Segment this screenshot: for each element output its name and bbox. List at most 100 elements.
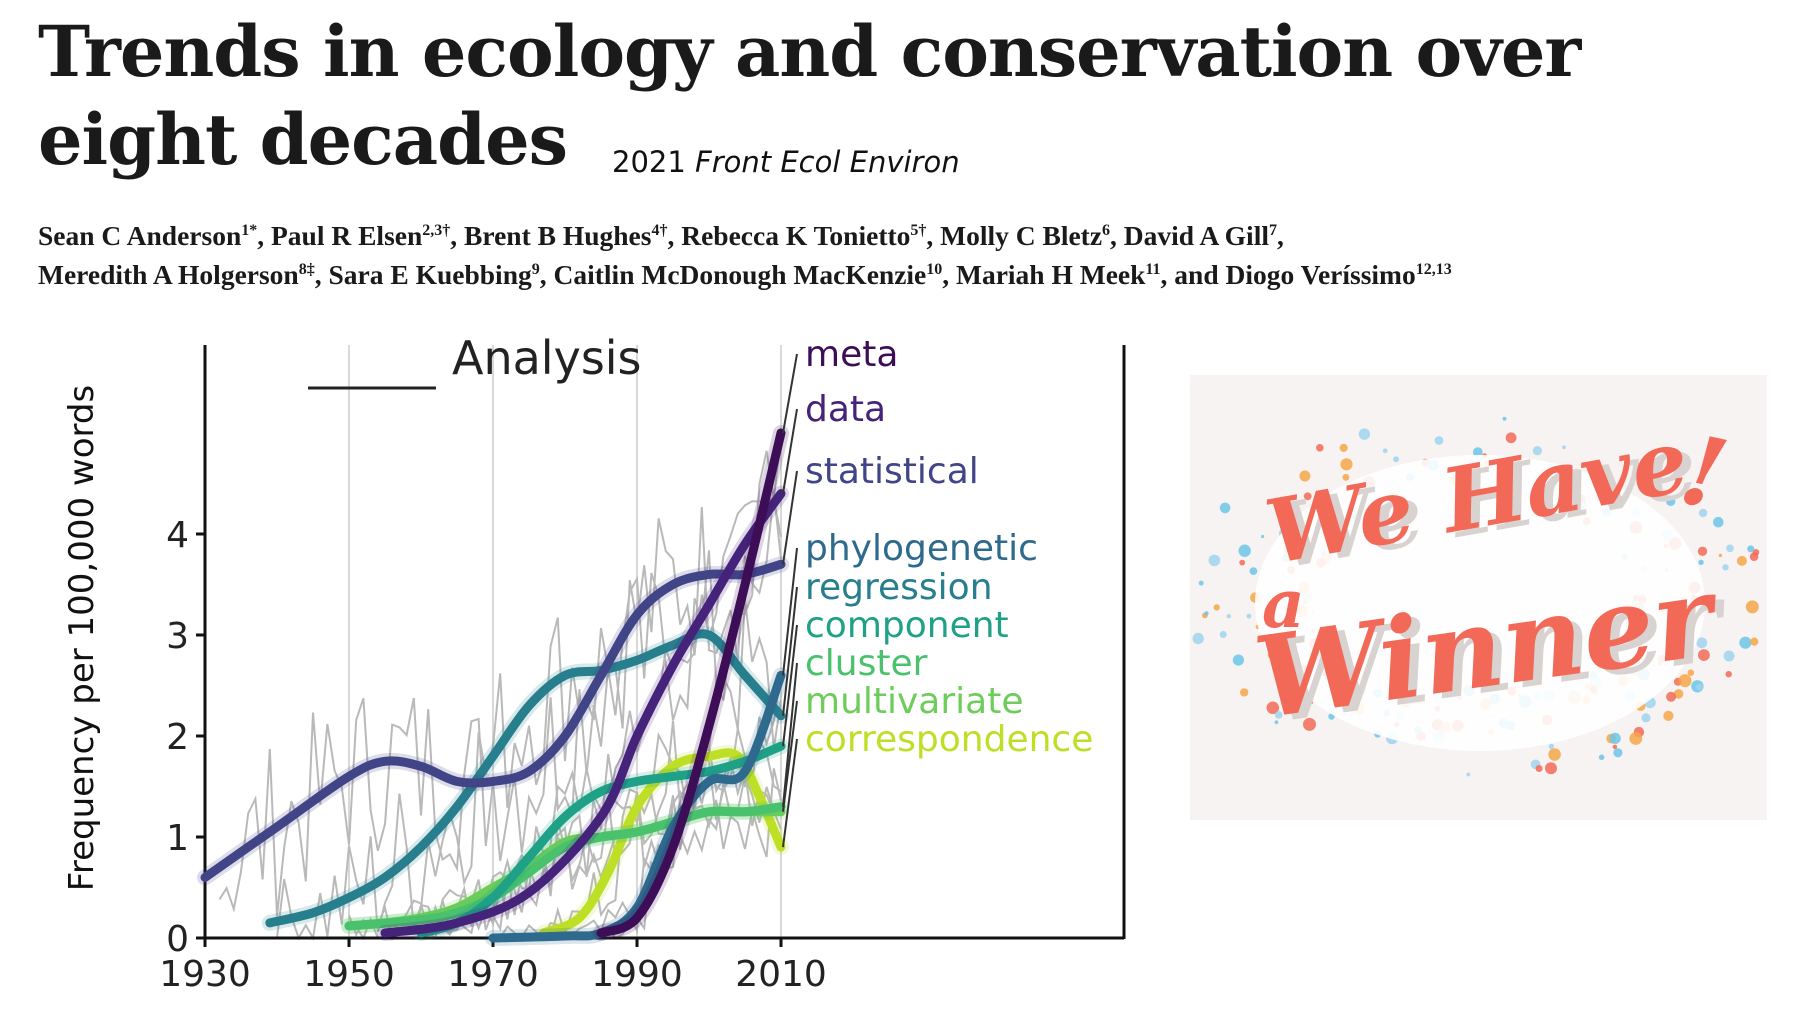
confetti-dot (1739, 636, 1752, 649)
author-name: David A Gill (1123, 220, 1269, 251)
confetti-dot (1725, 671, 1732, 678)
confetti-dot (1651, 458, 1658, 465)
confetti-dot (1688, 496, 1694, 502)
confetti-dot (1696, 683, 1704, 691)
label-leader (782, 662, 798, 807)
author-affiliation: 5† (910, 222, 927, 239)
series-label-multivariate: multivariate (805, 681, 1024, 722)
confetti-dot (1261, 534, 1265, 539)
confetti-dot (1698, 508, 1708, 518)
series-label-component: component (805, 605, 1009, 646)
confetti-dot (1340, 458, 1353, 471)
confetti-dot (1213, 604, 1220, 611)
series-line-component (416, 741, 786, 938)
confetti-dot (1736, 555, 1747, 566)
confetti-dot (1640, 485, 1650, 494)
confetti-dot (1532, 446, 1542, 456)
series-label-meta: meta (805, 338, 898, 375)
chart-title: Analysis (452, 338, 642, 385)
label-leader (782, 470, 798, 565)
raw-frequency-line (269, 550, 782, 941)
series-line-meta (596, 428, 786, 938)
series-label-cluster: cluster (805, 643, 928, 684)
confetti-dot (1641, 713, 1651, 723)
confetti-dot (1219, 502, 1231, 514)
confetti-dot (1472, 447, 1483, 457)
confetti-dot (1663, 710, 1674, 721)
label-leader (782, 408, 798, 494)
confetti-dot (1723, 650, 1735, 662)
raw-frequency-line (218, 492, 782, 917)
series-line-data (380, 489, 786, 938)
series-line-correspondence (538, 748, 786, 938)
confetti-dot (1204, 611, 1209, 616)
series-label-regression: regression (805, 567, 993, 608)
paper-title: Trends in ecology and conservation over … (38, 10, 1581, 181)
confetti-dot (1678, 674, 1692, 688)
confetti-dot (1303, 492, 1312, 501)
we-have-a-winner-graphic: We Have We Have! a Winner Winner (1190, 375, 1767, 820)
confetti-dot (1274, 711, 1283, 719)
lettering-backdrop (1255, 455, 1705, 751)
author-name: Rebecca K Tonietto (681, 220, 911, 251)
label-leader (782, 586, 798, 716)
confetti-dot (1749, 552, 1759, 561)
x-tick-label: 2010 (735, 954, 827, 995)
y-tick-label: 2 (166, 717, 189, 758)
confetti-dot (1747, 545, 1755, 553)
confetti-dot (1750, 637, 1759, 646)
y-tick-label: 3 (166, 616, 189, 657)
series-label-correspondence: correspondence (805, 719, 1093, 760)
confetti-dot (1698, 649, 1710, 661)
confetti-dot (1239, 559, 1246, 566)
confetti-dot (1548, 743, 1555, 750)
confetti-dot (1299, 470, 1311, 482)
y-axis-label: Frequency per 100,000 words (62, 385, 102, 891)
confetti-dot (1609, 732, 1621, 744)
confetti-dot (1505, 432, 1517, 444)
confetti-dot (1238, 544, 1251, 557)
series-line-statistical (200, 559, 786, 882)
confetti-dot (1249, 567, 1258, 575)
confetti-dot (1698, 559, 1704, 565)
confetti-dot (1562, 445, 1566, 450)
confetti-dot (1502, 416, 1507, 421)
confetti-dot (1208, 554, 1221, 567)
author-line-1: Sean C Anderson1*, Paul R Elsen2,3†, Bre… (38, 220, 1284, 251)
confetti-dot (1219, 631, 1227, 638)
label-leader (782, 624, 798, 747)
confetti-dot (1192, 632, 1204, 645)
y-tick-label: 4 (166, 515, 189, 556)
series-label-statistical: statistical (805, 451, 979, 492)
journal-year: 2021 (612, 145, 686, 179)
confetti-dot (1613, 748, 1623, 758)
author-affiliation: 6 (1102, 222, 1111, 239)
confetti-dot (1713, 516, 1724, 528)
author-name: Molly C Bletz (940, 220, 1103, 251)
series-label-data: data (805, 389, 886, 430)
confetti-dot (1266, 701, 1280, 715)
author-name: Diogo Veríssimo (1225, 259, 1416, 290)
raw-frequency-line (348, 772, 782, 941)
confetti-dot (1726, 544, 1734, 553)
label-leader (782, 353, 798, 434)
confetti-dot (1718, 553, 1723, 558)
confetti-dot (1666, 691, 1677, 702)
author-affiliation: 1* (241, 222, 258, 239)
x-tick-label: 1930 (159, 954, 251, 995)
confetti-dot (1629, 732, 1643, 745)
confetti-dot (1745, 600, 1759, 614)
author-affiliation: 11 (1145, 261, 1161, 278)
confetti-dot (1246, 613, 1252, 619)
confetti-dot (1240, 688, 1249, 697)
author-name: Caitlin McDonough MacKenzie (553, 259, 927, 290)
author-list: Sean C Anderson1*, Paul R Elsen2,3†, Bre… (38, 216, 1452, 294)
confetti-dot (1232, 654, 1244, 666)
confetti-dot (1274, 720, 1279, 725)
confetti-dot (1696, 637, 1708, 649)
confetti-dot (1226, 614, 1231, 619)
y-tick-label: 1 (166, 818, 189, 859)
confetti-dot (1342, 473, 1350, 481)
confetti-dot (1687, 669, 1695, 676)
